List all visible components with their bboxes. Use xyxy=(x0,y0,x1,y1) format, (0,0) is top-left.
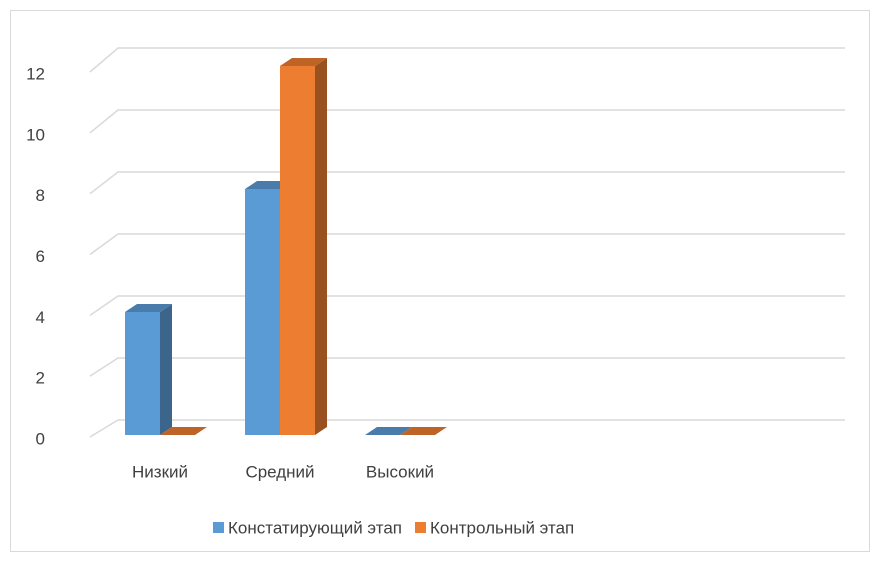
bar-top xyxy=(365,427,412,435)
bar xyxy=(400,427,447,435)
bar xyxy=(365,427,412,435)
bar-top xyxy=(125,304,172,312)
bar-front xyxy=(245,189,280,435)
bar-top xyxy=(160,427,207,435)
y-tick-label: 0 xyxy=(36,429,45,448)
bar-front xyxy=(125,312,160,435)
y-tick-label: 8 xyxy=(36,186,45,205)
legend-label: Констатирующий этап xyxy=(228,518,402,537)
y-tick-label: 12 xyxy=(26,64,45,83)
bar xyxy=(125,304,172,435)
bar xyxy=(280,58,327,435)
grid-line xyxy=(89,419,845,438)
grid-line xyxy=(89,109,845,134)
y-tick-label: 4 xyxy=(36,308,45,327)
legend-label: Контрольный этап xyxy=(430,518,574,537)
y-tick-label: 10 xyxy=(26,125,45,144)
chart-border xyxy=(10,10,870,552)
grid-line xyxy=(89,295,845,316)
bar xyxy=(160,427,207,435)
grid-line xyxy=(89,47,845,73)
bar-side xyxy=(315,58,327,435)
y-tick-label: 2 xyxy=(36,369,45,388)
grid-line xyxy=(89,357,845,377)
legend-swatch xyxy=(415,522,426,533)
legend-swatch xyxy=(213,522,224,533)
x-tick-label: Средний xyxy=(245,462,314,481)
bar-front xyxy=(280,66,315,435)
bar-top xyxy=(400,427,447,435)
grid-line xyxy=(89,233,845,256)
bar-top xyxy=(280,58,327,66)
y-tick-label: 6 xyxy=(36,247,45,266)
x-tick-label: Низкий xyxy=(132,462,188,481)
x-tick-label: Высокий xyxy=(366,462,434,481)
grid-line xyxy=(89,171,845,195)
bar-side xyxy=(160,304,172,435)
